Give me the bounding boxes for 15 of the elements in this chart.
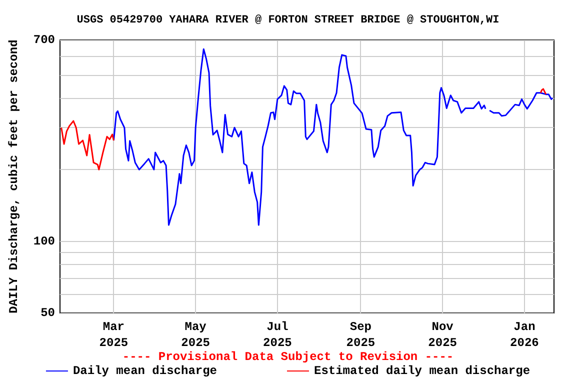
x-tick-label: May 2025 xyxy=(181,320,210,350)
legend-label: Daily mean discharge xyxy=(72,364,217,378)
text: ---- Provisional Data Subject to Revision ---- xyxy=(122,350,454,364)
chart-title: USGS 05429700 YAHARA RIVER @ FORTON STREET BRIDGE @ STOUGHTON,WI xyxy=(76,14,500,26)
x-tick-label: Jul 2025 xyxy=(263,320,292,350)
legend-label: Estimated daily mean discharge xyxy=(314,364,530,378)
x-tick-label: Mar 2025 xyxy=(99,320,128,350)
line-series xyxy=(60,120,114,170)
x-tick-label: Jan 2026 xyxy=(510,320,539,350)
y-axis-title: DAILY Discharge, cubic feet per second xyxy=(7,40,21,314)
y-tick-label: 50 xyxy=(40,306,55,320)
x-tick-label: Sep 2025 xyxy=(346,320,376,350)
y-tick-label: 700 xyxy=(33,33,55,47)
y-tick-label: 100 xyxy=(33,234,55,248)
x-tick-label: Nov 2025 xyxy=(428,320,457,350)
